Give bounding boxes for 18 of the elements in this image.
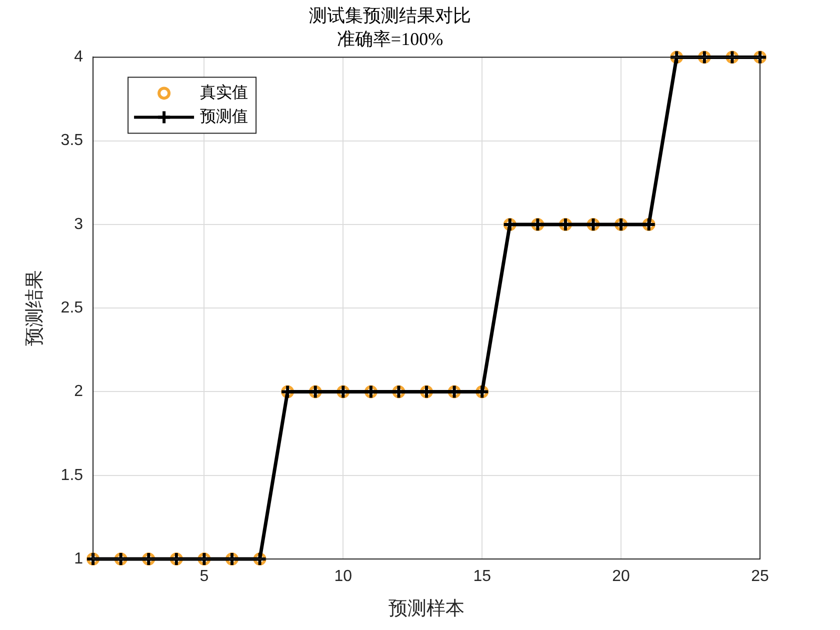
legend-label: 真实值 [200,83,248,102]
y-axis-title: 预测结果 [24,270,46,346]
y-tick-label: 4 [74,48,84,66]
y-tick-label: 1.5 [60,466,84,484]
chart-title: 测试集预测结果对比 [309,6,471,26]
y-tick-label: 2.5 [60,300,84,317]
x-tick-label: 10 [334,568,352,586]
legend-label: 预测值 [200,108,248,126]
y-tick-label: 3.5 [60,132,84,150]
x-tick-label: 15 [473,568,492,586]
chart-subtitle: 准确率=100% [336,29,444,50]
x-tick-label: 5 [200,568,209,586]
x-tick-label: 20 [612,568,630,586]
x-axis-title: 预测样本 [388,598,465,620]
y-tick-label: 2 [74,383,84,400]
y-tick-label: 1 [74,550,84,568]
y-tick-label: 3 [74,216,84,233]
x-tick-label: 25 [751,568,769,586]
